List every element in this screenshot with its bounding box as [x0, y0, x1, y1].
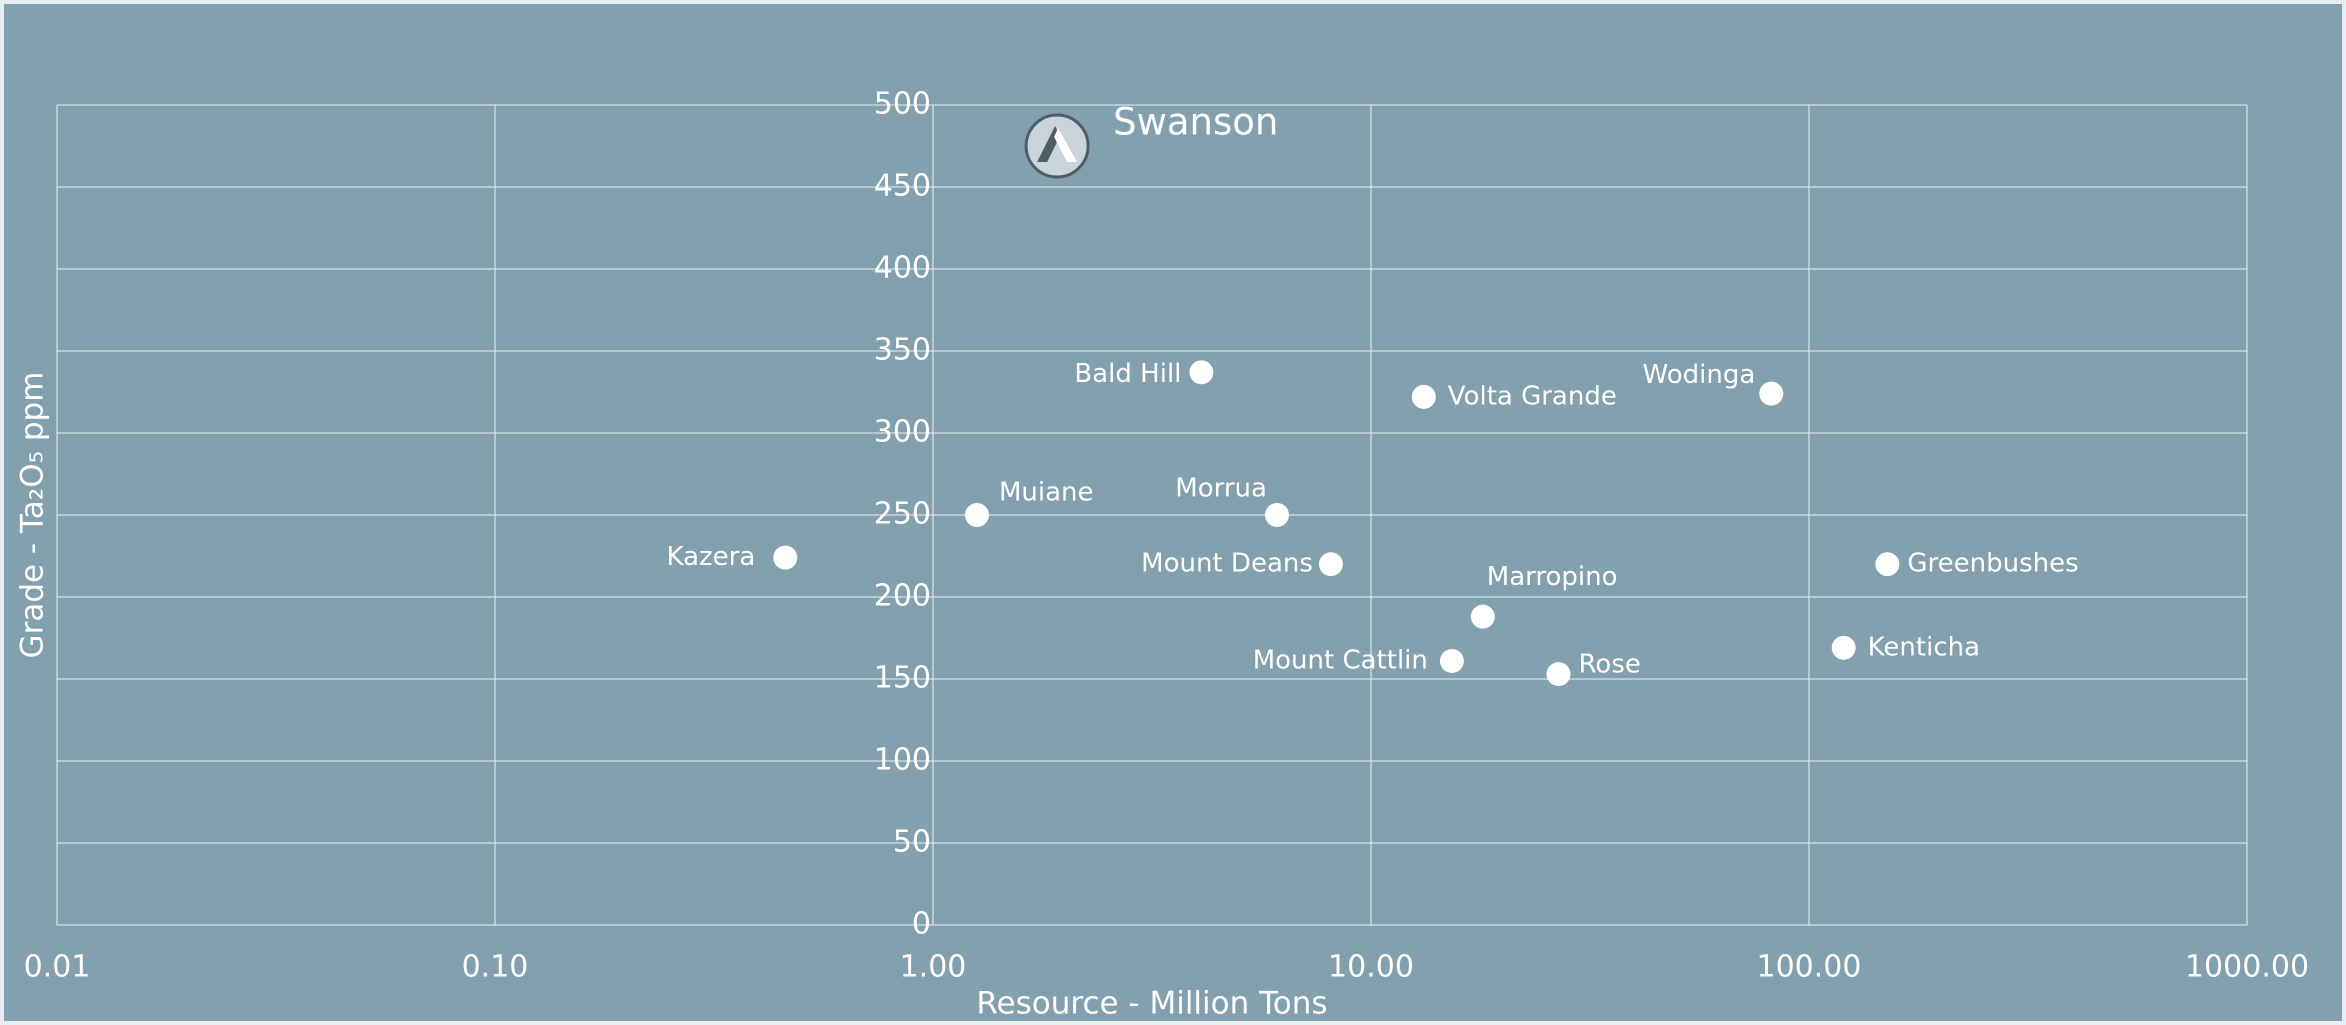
point: [1831, 635, 1856, 660]
point: [1470, 604, 1495, 629]
point: [773, 545, 798, 570]
y-tick-label: 0: [912, 907, 931, 942]
y-tick-label: 200: [874, 579, 931, 614]
x-tick-label: 10.00: [1328, 950, 1414, 985]
point: [1439, 648, 1464, 673]
x-tick-label: 100.00: [1757, 950, 1862, 985]
point-label: Wodinga: [1643, 360, 1756, 390]
y-axis-title: Grade - Ta₂O₅ ppm: [15, 372, 51, 659]
y-tick-label: 100: [874, 743, 931, 778]
y-tick-label: 450: [874, 169, 931, 204]
point-label: Morrua: [1175, 474, 1267, 504]
point: [1318, 552, 1343, 577]
point-label: Marropino: [1487, 562, 1618, 592]
point-label: Rose: [1579, 650, 1641, 680]
point-label: Swanson: [1113, 101, 1278, 144]
x-tick-label: 1.00: [900, 950, 967, 985]
point-label: Kenticha: [1868, 632, 1980, 662]
y-tick-label: 500: [874, 87, 931, 122]
point: [1546, 662, 1571, 687]
point-label: Muiane: [999, 478, 1094, 508]
x-tick-label: 0.01: [24, 950, 91, 985]
y-tick-label: 150: [874, 661, 931, 696]
point: [1875, 552, 1900, 577]
marker-icon: [1037, 126, 1061, 162]
point-label: Greenbushes: [1907, 549, 2078, 579]
y-tick-label: 350: [874, 333, 931, 368]
point: [1759, 381, 1784, 406]
point: [1189, 360, 1214, 385]
y-tick-label: 250: [874, 497, 931, 532]
point: [1411, 384, 1436, 409]
y-tick-label: 300: [874, 415, 931, 450]
highlight-marker: [1024, 113, 1090, 179]
point-label: Mount Cattlin: [1253, 645, 1428, 675]
point: [964, 503, 989, 527]
point: [1264, 503, 1289, 527]
y-tick-label: 50: [893, 825, 931, 860]
point-label: Volta Grande: [1448, 381, 1617, 411]
y-tick-label: 400: [874, 251, 931, 286]
x-tick-label: 1000.00: [2185, 950, 2309, 985]
x-tick-label: 0.10: [462, 950, 529, 985]
x-axis-title: Resource - Million Tons: [976, 986, 1327, 1022]
point-label: Kazera: [666, 542, 755, 572]
point-label: Mount Deans: [1141, 549, 1313, 579]
chart-background: [4, 4, 2342, 1021]
point-label: Bald Hill: [1074, 359, 1181, 389]
marker-icon: [1054, 128, 1078, 162]
